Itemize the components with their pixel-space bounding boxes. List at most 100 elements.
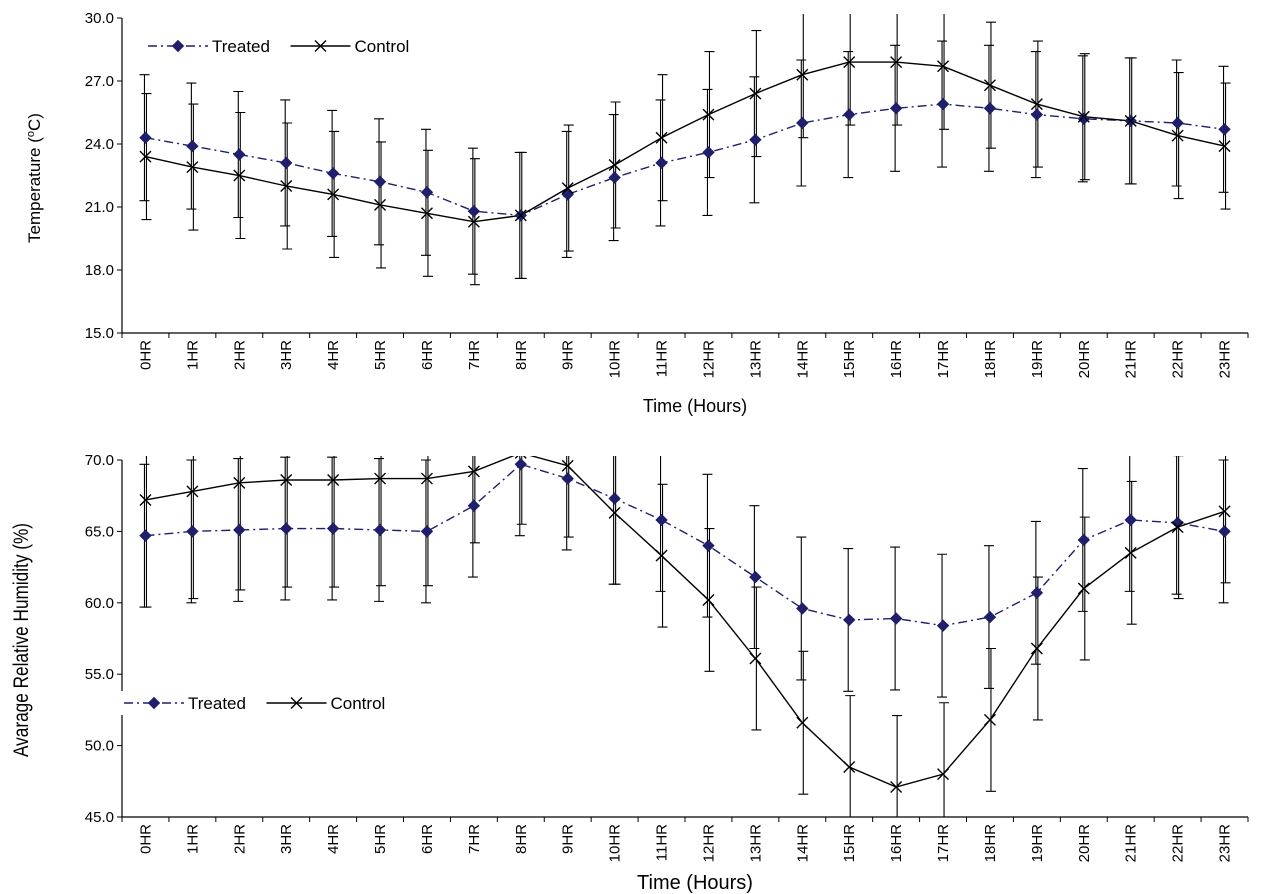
temperature-x-tick-label: 15HR: [841, 340, 858, 379]
humidity-legend-treated-label: Treated: [188, 694, 246, 713]
temperature-legend-control-label: Control: [355, 37, 410, 56]
temperature-legend-treated-label: Treated: [212, 37, 270, 56]
temperature-x-tick-label: 2HR: [231, 340, 248, 370]
temperature-x-tick-label: 4HR: [325, 340, 342, 370]
humidity-control-error-bar: [1033, 577, 1043, 720]
humidity-x-tick-label: 4HR: [325, 824, 342, 854]
humidity-treated-point: [844, 614, 855, 625]
humidity-control-point: [656, 550, 667, 561]
temperature-treated-point: [609, 172, 620, 183]
humidity-control-point: [1219, 506, 1230, 517]
humidity-treated-point: [468, 500, 479, 511]
temperature-treated-point: [468, 206, 479, 217]
temperature-x-tick-label: 23HR: [1217, 340, 1234, 379]
humidity-x-tick-label: 14HR: [794, 824, 811, 863]
temperature-treated-point: [1219, 124, 1230, 135]
humidity-treated-point: [515, 459, 526, 470]
temperature-control-line: [145, 62, 1224, 222]
humidity-control-error-bar: [751, 587, 761, 730]
humidity-x-tick-label: 9HR: [560, 824, 577, 854]
humidity-control-point: [562, 460, 573, 471]
humidity-treated-point: [1078, 534, 1089, 545]
temperature-control-point: [1219, 141, 1230, 152]
humidity-treated-point: [703, 540, 714, 551]
temperature-treated-point: [1031, 109, 1042, 120]
humidity-treated-point: [421, 526, 432, 537]
temperature-x-tick-label: 9HR: [560, 340, 577, 370]
temperature-control-point: [656, 132, 667, 143]
temperature-control-point: [1031, 99, 1042, 110]
temperature-x-tick-label: 18HR: [982, 340, 999, 379]
humidity-treated-point: [750, 572, 761, 583]
humidity-x-tick-label: 13HR: [747, 824, 764, 863]
temperature-treated-point: [375, 176, 386, 187]
humidity-treated-point: [1125, 514, 1136, 525]
temperature-control-point: [750, 88, 761, 99]
temperature-treated-point: [281, 157, 292, 168]
humidity-y-tick-label: 65.0: [85, 523, 114, 540]
temperature-chart: Temperature (oC) Time (Hours) 15.018.021…: [25, 0, 1248, 416]
humidity-x-tick-label: 15HR: [841, 824, 858, 863]
humidity-treated-point: [938, 620, 949, 631]
humidity-treated-point: [187, 526, 198, 537]
humidity-x-tick-label: 19HR: [1029, 824, 1046, 863]
temperature-y-tick-label: 21.0: [85, 199, 114, 216]
temperature-treated-point: [750, 134, 761, 145]
humidity-x-tick-label: 0HR: [137, 824, 154, 854]
humidity-treated-point: [140, 530, 151, 541]
temperature-treated-point: [797, 118, 808, 129]
humidity-control-error-bar: [517, 381, 527, 524]
temperature-treated-point: [234, 149, 245, 160]
humidity-x-tick-label: 22HR: [1170, 824, 1187, 863]
humidity-control-point: [609, 507, 620, 518]
humidity-control-line: [145, 453, 1224, 787]
temperature-x-tick-label: 12HR: [700, 340, 717, 379]
temperature-control-point: [609, 160, 620, 171]
humidity-control-error-bar: [986, 648, 996, 791]
humidity-treated-point: [375, 524, 386, 535]
humidity-chart: Avarage Relative Humidity (%) Time (Hour…: [11, 371, 1248, 894]
temperature-x-tick-label: 7HR: [466, 340, 483, 370]
humidity-treated-point: [891, 613, 902, 624]
humidity-x-tick-label: 6HR: [419, 824, 436, 854]
temperature-x-tick-label: 6HR: [419, 340, 436, 370]
humidity-x-tick-label: 21HR: [1123, 824, 1140, 863]
temperature-treated-point: [656, 157, 667, 168]
humidity-x-tick-label: 12HR: [700, 824, 717, 863]
humidity-control-point: [750, 653, 761, 664]
temperature-x-tick-label: 3HR: [278, 340, 295, 370]
temperature-legend: Treated Control: [148, 37, 409, 56]
humidity-x-tick-label: 10HR: [607, 824, 624, 863]
humidity-x-tick-label: 16HR: [888, 824, 905, 863]
temperature-treated-point: [1172, 118, 1183, 129]
temperature-control-point: [1172, 130, 1183, 141]
humidity-y-axis-title: Avarage Relative Humidity (%): [11, 523, 34, 757]
humidity-x-tick-label: 11HR: [654, 824, 671, 861]
humidity-treated-point: [984, 612, 995, 623]
humidity-y-tick-label: 55.0: [85, 666, 114, 683]
humidity-control-point: [1125, 547, 1136, 558]
temperature-control-point: [797, 69, 808, 80]
humidity-y-tick-label: 70.0: [85, 452, 114, 469]
humidity-x-tick-label: 3HR: [278, 824, 295, 854]
temperature-treated-point: [703, 147, 714, 158]
humidity-x-tick-label: 5HR: [372, 824, 389, 854]
humidity-control-point: [1078, 583, 1089, 594]
humidity-x-tick-label: 7HR: [466, 824, 483, 854]
humidity-treated-point: [562, 473, 573, 484]
temperature-y-tick-label: 15.0: [85, 325, 114, 342]
temperature-y-tick-label: 30.0: [85, 10, 114, 27]
temperature-x-tick-label: 17HR: [935, 340, 952, 379]
humidity-x-axis-title: Time (Hours): [637, 872, 753, 894]
temperature-y-tick-label: 18.0: [85, 262, 114, 279]
temperature-treated-point: [891, 103, 902, 114]
temperature-control-point: [703, 109, 714, 120]
temperature-x-tick-label: 14HR: [794, 340, 811, 379]
temperature-x-tick-label: 10HR: [607, 340, 624, 379]
humidity-treated-point: [609, 493, 620, 504]
humidity-treated-point: [328, 523, 339, 534]
humidity-legend: Treated Control: [120, 691, 482, 715]
humidity-legend-control-label: Control: [331, 694, 386, 713]
temperature-x-tick-label: 16HR: [888, 340, 905, 379]
